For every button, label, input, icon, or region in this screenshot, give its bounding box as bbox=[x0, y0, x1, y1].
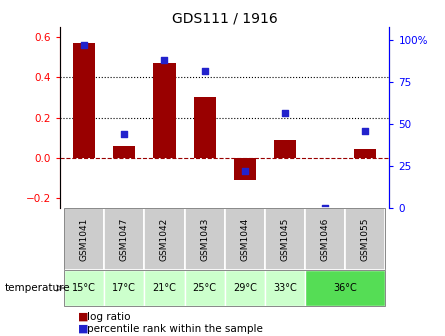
Point bbox=[81, 43, 88, 48]
Bar bbox=[194, 97, 216, 158]
Bar bbox=[104, 208, 145, 270]
Bar bbox=[234, 158, 256, 180]
Text: 29°C: 29°C bbox=[233, 283, 257, 293]
Text: 15°C: 15°C bbox=[72, 283, 96, 293]
Text: temperature: temperature bbox=[4, 283, 70, 293]
Point bbox=[322, 206, 329, 211]
Bar bbox=[154, 63, 175, 158]
Bar bbox=[354, 149, 376, 158]
Point bbox=[281, 110, 288, 115]
Text: GSM1044: GSM1044 bbox=[240, 218, 249, 261]
Bar bbox=[185, 208, 225, 270]
Bar bbox=[64, 208, 104, 270]
Text: ■: ■ bbox=[78, 311, 89, 322]
Text: 25°C: 25°C bbox=[193, 283, 217, 293]
Bar bbox=[225, 270, 265, 306]
Text: 36°C: 36°C bbox=[333, 283, 357, 293]
Title: GDS111 / 1916: GDS111 / 1916 bbox=[172, 12, 278, 26]
Point bbox=[201, 68, 208, 73]
Text: ■: ■ bbox=[78, 324, 89, 334]
Text: GSM1043: GSM1043 bbox=[200, 218, 209, 261]
Bar bbox=[185, 270, 225, 306]
Bar bbox=[225, 208, 265, 270]
Point bbox=[241, 169, 248, 174]
Text: 21°C: 21°C bbox=[153, 283, 176, 293]
Text: log ratio: log ratio bbox=[87, 311, 130, 322]
Bar bbox=[265, 270, 305, 306]
Point bbox=[362, 128, 369, 134]
Bar bbox=[113, 146, 135, 158]
Text: 33°C: 33°C bbox=[273, 283, 297, 293]
Bar bbox=[305, 208, 345, 270]
Text: GSM1055: GSM1055 bbox=[361, 218, 370, 261]
Bar bbox=[73, 43, 95, 158]
Bar bbox=[104, 270, 145, 306]
Bar bbox=[145, 270, 185, 306]
Text: percentile rank within the sample: percentile rank within the sample bbox=[87, 324, 263, 334]
Text: GSM1041: GSM1041 bbox=[80, 218, 89, 261]
Bar bbox=[305, 270, 385, 306]
Bar bbox=[265, 208, 305, 270]
Text: GSM1045: GSM1045 bbox=[280, 218, 289, 261]
Point bbox=[121, 132, 128, 137]
Text: 17°C: 17°C bbox=[113, 283, 136, 293]
Text: GSM1046: GSM1046 bbox=[320, 218, 330, 261]
Text: GSM1042: GSM1042 bbox=[160, 218, 169, 261]
Bar bbox=[345, 208, 385, 270]
Bar bbox=[145, 208, 185, 270]
Point bbox=[161, 58, 168, 63]
Bar bbox=[64, 270, 104, 306]
Text: GSM1047: GSM1047 bbox=[120, 218, 129, 261]
Bar bbox=[274, 140, 296, 158]
